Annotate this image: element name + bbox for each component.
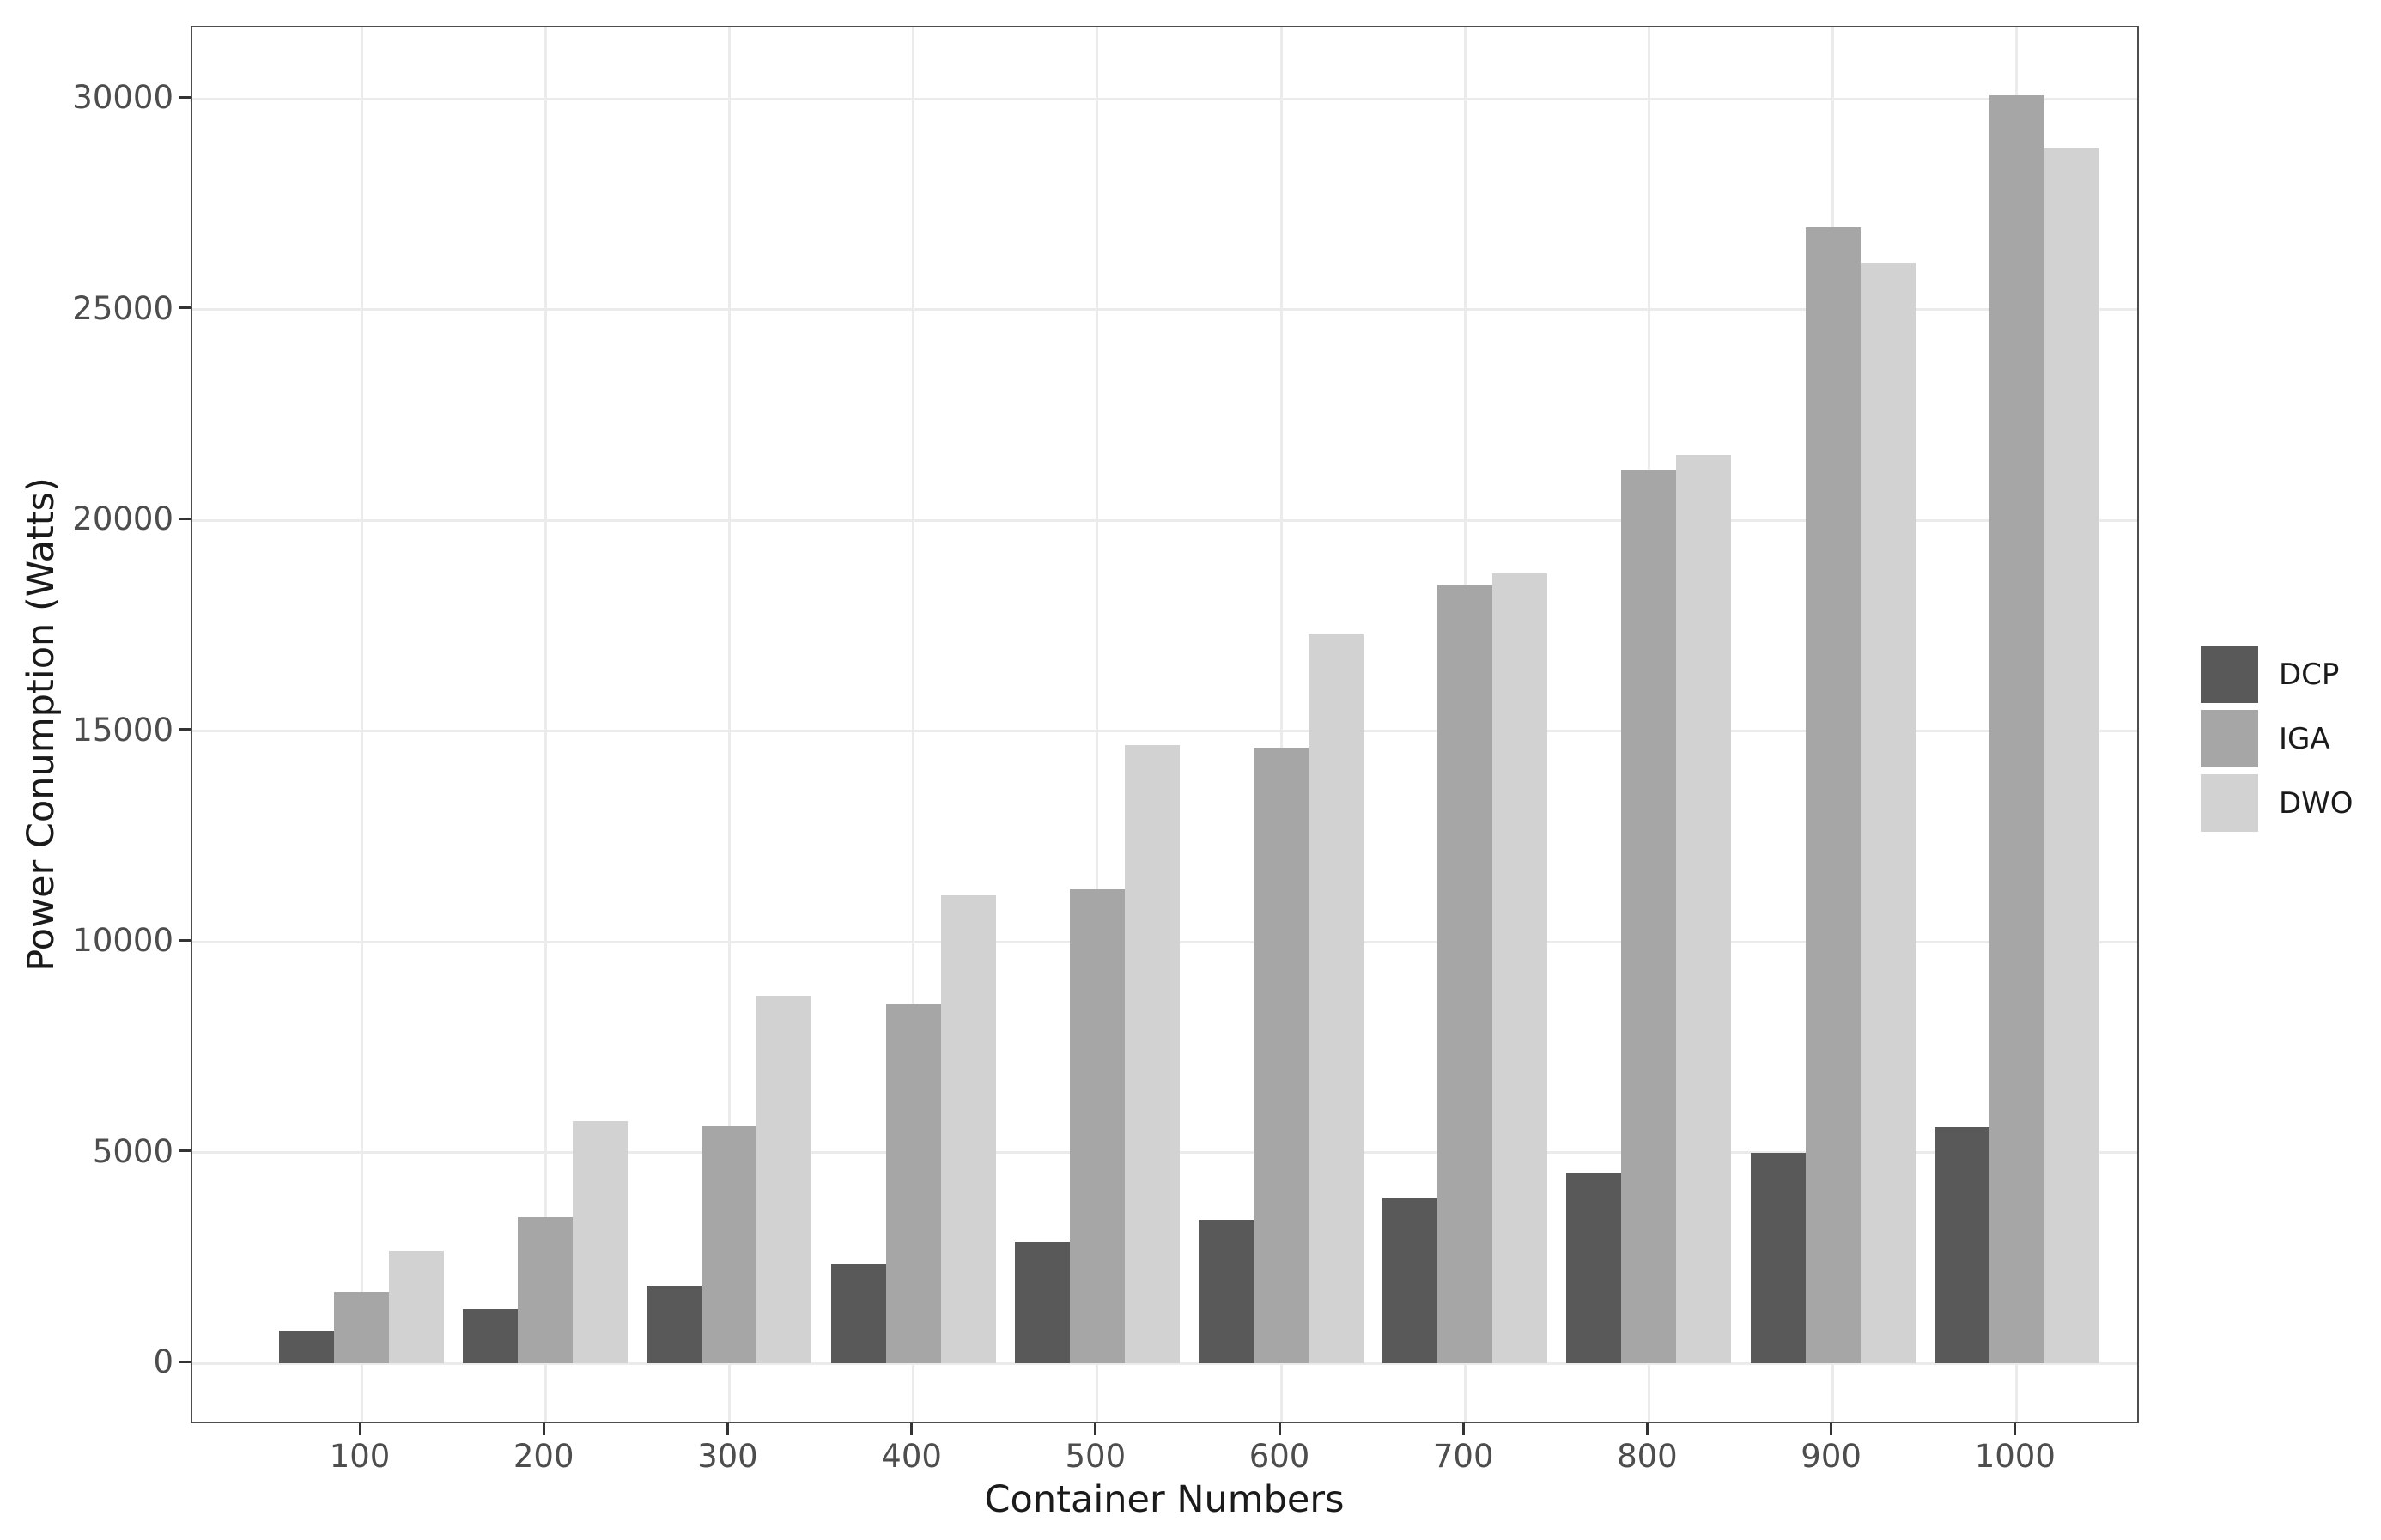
x-tick-label-400: 400: [881, 1438, 942, 1475]
plot-panel: [191, 26, 2139, 1423]
gridline-x-300: [727, 27, 731, 1422]
x-tickmark-400: [910, 1423, 914, 1435]
y-tickmark-20000: [179, 517, 191, 520]
y-tick-label-10000: 10000: [72, 922, 173, 959]
y-tick-label-30000: 30000: [72, 79, 173, 116]
gridline-y-0: [192, 1361, 2137, 1365]
bar-dwo-400: [940, 894, 996, 1363]
y-tickmark-30000: [179, 95, 191, 99]
y-tickmark-0: [179, 1360, 191, 1363]
legend-entry-dcp: DCP: [2201, 646, 2354, 703]
x-tick-label-900: 900: [1801, 1438, 1862, 1475]
gridline-y-20000: [192, 518, 2137, 522]
bar-dwo-100: [389, 1251, 444, 1363]
x-tickmark-300: [726, 1423, 729, 1435]
bar-dcp-700: [1382, 1198, 1438, 1363]
gridline-x-400: [912, 27, 915, 1422]
bar-dwo-500: [1124, 745, 1180, 1363]
y-tickmark-10000: [179, 938, 191, 942]
bar-dcp-500: [1014, 1242, 1070, 1363]
y-tick-label-25000: 25000: [72, 289, 173, 327]
y-tick-label-5000: 5000: [92, 1132, 173, 1170]
legend-label-iga: IGA: [2279, 721, 2330, 756]
x-tickmark-200: [542, 1423, 545, 1435]
gridline-x-600: [1279, 27, 1283, 1422]
x-tick-label-1000: 1000: [1974, 1438, 2056, 1475]
gridline-x-500: [1096, 27, 1099, 1422]
legend-entry-iga: IGA: [2201, 710, 2354, 767]
bar-dwo-200: [573, 1121, 629, 1363]
y-tick-label-15000: 15000: [72, 711, 173, 749]
bar-dcp-100: [279, 1330, 334, 1363]
gridline-x-100: [360, 27, 363, 1422]
bar-iga-800: [1621, 470, 1677, 1363]
x-tick-label-100: 100: [329, 1438, 391, 1475]
x-tickmark-700: [1461, 1423, 1465, 1435]
x-tick-label-600: 600: [1248, 1438, 1310, 1475]
y-axis-title: Power Conumption (Watts): [20, 477, 63, 972]
legend-swatch-dcp: [2201, 646, 2258, 703]
x-tickmark-500: [1094, 1423, 1097, 1435]
bar-dcp-800: [1566, 1173, 1622, 1363]
legend-label-dwo: DWO: [2279, 785, 2354, 821]
gridline-y-25000: [192, 308, 2137, 311]
legend: DCP IGA DWO: [2201, 646, 2354, 839]
bar-iga-600: [1254, 748, 1309, 1363]
x-tickmark-100: [358, 1423, 361, 1435]
bar-iga-100: [334, 1292, 389, 1363]
bar-dwo-700: [1492, 573, 1548, 1363]
gridline-y-15000: [192, 730, 2137, 732]
x-tickmark-800: [1645, 1423, 1649, 1435]
bar-iga-1000: [1989, 94, 2044, 1363]
bar-dwo-300: [756, 996, 812, 1363]
x-tick-label-300: 300: [697, 1438, 758, 1475]
legend-label-dcp: DCP: [2279, 657, 2340, 692]
x-tick-label-700: 700: [1432, 1438, 1494, 1475]
x-tick-label-800: 800: [1617, 1438, 1678, 1475]
bar-iga-900: [1805, 227, 1861, 1363]
legend-entry-dwo: DWO: [2201, 774, 2354, 832]
bar-dwo-900: [1860, 262, 1916, 1363]
x-axis-title: Container Numbers: [984, 1478, 1345, 1521]
bar-iga-200: [518, 1217, 574, 1363]
gridline-x-200: [544, 27, 547, 1422]
bar-dcp-300: [647, 1286, 702, 1363]
x-tickmark-1000: [2014, 1423, 2017, 1435]
bar-dwo-600: [1309, 634, 1364, 1363]
x-tick-label-200: 200: [513, 1438, 574, 1475]
bar-iga-700: [1437, 585, 1493, 1363]
gridline-y-30000: [192, 97, 2137, 100]
bar-dcp-200: [463, 1308, 519, 1363]
legend-swatch-dwo: [2201, 774, 2258, 832]
bar-dcp-400: [830, 1264, 886, 1363]
x-tickmark-600: [1278, 1423, 1281, 1435]
bar-dcp-1000: [1934, 1127, 1989, 1363]
bar-iga-500: [1069, 888, 1125, 1363]
y-tickmark-5000: [179, 1149, 191, 1152]
legend-swatch-iga: [2201, 710, 2258, 767]
y-tickmark-15000: [179, 728, 191, 731]
bar-dwo-800: [1676, 454, 1732, 1363]
x-tickmark-900: [1830, 1423, 1833, 1435]
bar-iga-400: [885, 1004, 941, 1363]
y-tickmark-25000: [179, 306, 191, 309]
bar-dwo-1000: [2044, 147, 2099, 1363]
bar-dcp-900: [1750, 1152, 1806, 1363]
y-tick-label-0: 0: [153, 1343, 173, 1380]
bar-iga-300: [702, 1126, 757, 1363]
x-tick-label-500: 500: [1065, 1438, 1127, 1475]
bar-dcp-600: [1199, 1220, 1254, 1363]
y-tick-label-20000: 20000: [72, 500, 173, 537]
